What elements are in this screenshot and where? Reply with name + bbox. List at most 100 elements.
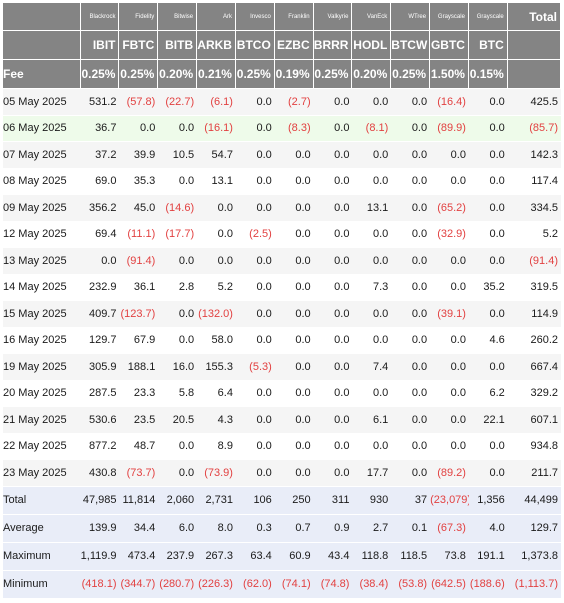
flow-cell: 0.0 <box>274 354 314 381</box>
fee-label: Fee <box>3 60 81 89</box>
row-total-cell: 319.5 <box>507 274 561 301</box>
issuer-label: Fidelity <box>119 3 159 31</box>
summary-cell: 11,814 <box>119 486 159 515</box>
date-cell: 07 May 2025 <box>3 142 81 169</box>
flow-cell: (8.3) <box>274 115 314 142</box>
row-total-cell: 114.9 <box>507 301 561 328</box>
fee-value: 0.20% <box>158 60 198 89</box>
flow-cell: 530.6 <box>80 407 120 434</box>
flow-cell: 22.1 <box>468 407 508 434</box>
etf-flows-table: Blackrock Fidelity Bitwise Ark Invesco Frankl… <box>3 3 561 599</box>
summary-cell: 129.7 <box>507 514 561 543</box>
flow-cell: 0.0 <box>235 380 275 407</box>
fee-value: 0.21% <box>197 60 236 89</box>
flow-cell: 0.0 <box>274 221 314 248</box>
flow-cell: 39.9 <box>119 142 159 169</box>
table-row: 06 May 2025 36.7 0.0 0.0 (16.1) 0.0 (8.3) 0.0 (8… <box>3 115 561 142</box>
fee-value: 0.25% <box>391 60 431 89</box>
flow-cell: (132.0) <box>197 301 236 328</box>
flow-cell: 0.0 <box>430 354 469 381</box>
issuer-label: VanEck <box>352 3 392 31</box>
summary-cell: 267.3 <box>197 542 236 571</box>
flow-cell: 129.7 <box>80 327 120 354</box>
flow-cell: 69.4 <box>80 221 120 248</box>
flow-cell: 0.0 <box>158 168 198 195</box>
ticker-label: EZBC <box>274 31 314 60</box>
flow-cell: 0.0 <box>352 301 392 328</box>
total-column-header: Total <box>507 3 561 31</box>
ticker-label: BTC <box>468 31 508 60</box>
flow-cell: 13.1 <box>352 195 392 222</box>
flow-cell: 0.0 <box>274 407 314 434</box>
row-total-cell: 934.8 <box>507 433 561 460</box>
flow-cell: 0.0 <box>391 248 431 275</box>
flow-cell: 0.0 <box>391 168 431 195</box>
summary-cell: 0.1 <box>391 514 431 543</box>
row-total-cell: 5.2 <box>507 221 561 248</box>
summary-cell: 2.7 <box>352 514 392 543</box>
table-row: 09 May 2025 356.2 45.0 (14.6) 0.0 0.0 0.0 0.0 13… <box>3 195 561 222</box>
flow-cell: 0.0 <box>313 195 353 222</box>
flow-cell: 0.0 <box>274 195 314 222</box>
flow-cell: 0.0 <box>235 301 275 328</box>
ticker-label: GBTC <box>430 31 469 60</box>
table-row: 07 May 2025 37.2 39.9 10.5 54.7 0.0 0.0 0.0 0.0 0… <box>3 142 561 169</box>
flow-cell: 58.0 <box>197 327 236 354</box>
flow-cell: (8.1) <box>352 115 392 142</box>
flow-cell: 20.5 <box>158 407 198 434</box>
fee-value: 0.25% <box>313 60 353 89</box>
flow-cell: 0.0 <box>352 89 392 116</box>
flow-cell: 0.0 <box>274 142 314 169</box>
flow-cell: 37.2 <box>80 142 120 169</box>
flow-cell: (39.1) <box>430 301 469 328</box>
row-total-cell: 667.4 <box>507 354 561 381</box>
summary-cell: 139.9 <box>80 514 120 543</box>
summary-cell: 47,985 <box>80 486 120 515</box>
date-cell: 20 May 2025 <box>3 380 81 407</box>
flow-cell: 0.0 <box>235 89 275 116</box>
row-total-cell: 425.5 <box>507 89 561 116</box>
flow-cell: (89.2) <box>430 460 469 487</box>
flow-cell: 0.0 <box>158 433 198 460</box>
flow-cell: 0.0 <box>391 89 431 116</box>
flow-cell: 0.0 <box>468 195 508 222</box>
flow-cell: 23.3 <box>119 380 159 407</box>
summary-row: Total 47,985 11,814 2,060 2,731 106 250 311 930 3… <box>3 486 561 515</box>
summary-cell: (67.3) <box>430 514 469 543</box>
table-row: 22 May 2025 877.2 48.7 0.0 8.9 0.0 0.0 0.0 0.0 0.… <box>3 433 561 460</box>
row-total-cell: 334.5 <box>507 195 561 222</box>
flow-cell: 430.8 <box>80 460 120 487</box>
row-total-cell: 607.1 <box>507 407 561 434</box>
summary-cell: 930 <box>352 486 392 515</box>
flow-cell: 0.0 <box>352 221 392 248</box>
ticker-label: BTCW <box>391 31 431 60</box>
issuer-label: Grayscale <box>468 3 508 31</box>
flow-cell: 0.0 <box>235 460 275 487</box>
flow-cell: 0.0 <box>430 380 469 407</box>
row-total-cell: (91.4) <box>507 248 561 275</box>
summary-cell: 4.0 <box>468 514 508 543</box>
flow-cell: 48.7 <box>119 433 159 460</box>
flow-cell: 0.0 <box>468 460 508 487</box>
summary-cell: 118.8 <box>352 542 392 571</box>
flow-cell: 54.7 <box>197 142 236 169</box>
flow-cell: 0.0 <box>235 195 275 222</box>
summary-cell: 1,356 <box>468 486 508 515</box>
flow-cell: (73.7) <box>119 460 159 487</box>
flow-cell: 35.2 <box>468 274 508 301</box>
table-row: 15 May 2025 409.7 (123.7) 0.0 (132.0) 0.0 0.0 0… <box>3 301 561 328</box>
summary-cell: 118.5 <box>391 542 431 571</box>
flow-cell: (6.1) <box>197 89 236 116</box>
summary-cell: 37 <box>391 486 431 515</box>
row-total-cell: 329.2 <box>507 380 561 407</box>
fee-value: 0.20% <box>352 60 392 89</box>
flow-cell: 36.7 <box>80 115 120 142</box>
flow-cell: 0.0 <box>468 89 508 116</box>
summary-cell: 0.7 <box>274 514 314 543</box>
flow-cell: 0.0 <box>158 115 198 142</box>
summary-cell: 60.9 <box>274 542 314 571</box>
flow-cell: 409.7 <box>80 301 120 328</box>
flow-cell: 531.2 <box>80 89 120 116</box>
table-row: 16 May 2025 129.7 67.9 0.0 58.0 0.0 0.0 0.0 0.0 0… <box>3 327 561 354</box>
issuer-label: WTree <box>391 3 431 31</box>
